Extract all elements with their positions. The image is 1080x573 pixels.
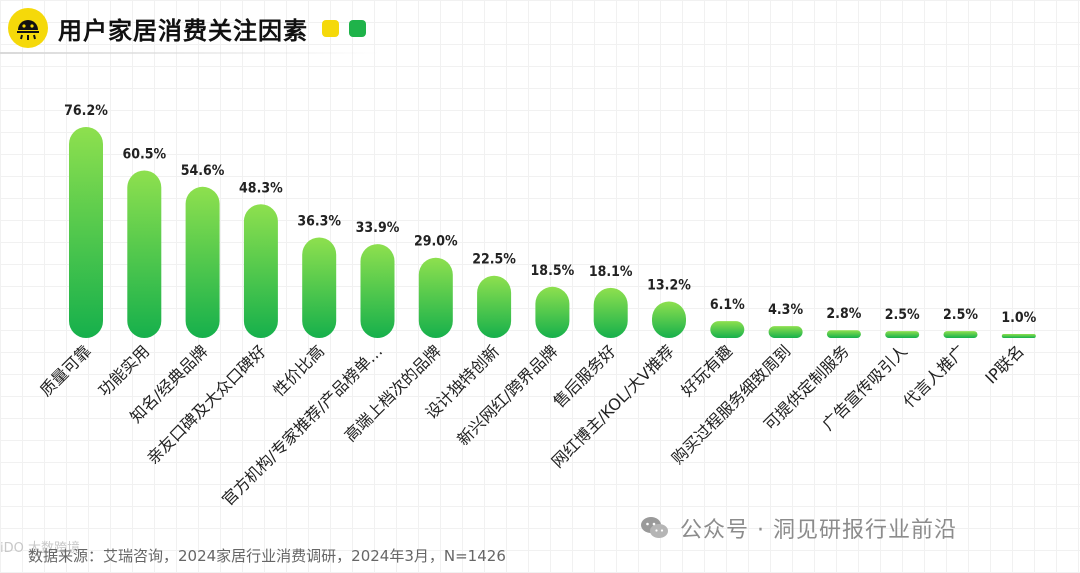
value-label-10: 18.1% <box>589 264 633 280</box>
value-label-8: 22.5% <box>472 252 516 268</box>
bar-6 <box>360 244 395 338</box>
bar-11 <box>652 301 686 338</box>
bar-10 <box>593 287 628 338</box>
value-label-9: 18.5% <box>531 263 575 279</box>
bar-16 <box>943 331 978 338</box>
value-label-1: 76.2% <box>64 103 108 119</box>
bar-8 <box>477 275 512 338</box>
bar-9 <box>535 286 570 338</box>
bar-14 <box>826 330 861 338</box>
value-label-7: 29.0% <box>414 234 458 250</box>
value-label-13: 4.3% <box>768 302 803 318</box>
bar-3 <box>185 186 220 338</box>
bar-12 <box>710 321 745 338</box>
wechat-icon <box>641 517 668 538</box>
watermark: 公众号 · 洞见研报行业前沿 <box>640 512 957 544</box>
value-label-5: 36.3% <box>297 213 341 229</box>
category-label-4: 亲友口碑及大众口碑好 <box>143 341 270 468</box>
bar-15 <box>885 331 920 338</box>
category-label-5: 性价比高 <box>269 341 328 400</box>
chart-header: 用户家居消费关注因素 <box>8 8 366 48</box>
watermark-text: 公众号 · 洞见研报行业前沿 <box>680 518 957 543</box>
category-label-2: 功能实用 <box>94 341 153 400</box>
data-source-note: 数据来源：艾瑞咨询，2024家居行业消费调研，2024年3月，N=1426 <box>28 547 506 565</box>
yellow-square-icon <box>322 19 339 37</box>
value-label-16: 2.5% <box>943 307 978 323</box>
bar-4 <box>243 204 278 338</box>
bar-5 <box>302 237 337 338</box>
bar-1 <box>69 127 103 338</box>
value-label-2: 60.5% <box>122 146 166 162</box>
value-label-15: 2.5% <box>885 307 920 323</box>
header-divider <box>0 52 380 54</box>
bar-17 <box>1001 334 1036 338</box>
bar-2 <box>127 170 162 338</box>
value-label-3: 54.6% <box>181 163 225 179</box>
category-label-1: 质量可靠 <box>36 341 95 400</box>
category-label-9: 新兴网红/跨界品牌 <box>453 341 561 449</box>
bar-7 <box>418 257 453 338</box>
page-title: 用户家居消费关注因素 <box>58 16 308 45</box>
green-square-icon <box>349 19 366 37</box>
corner-watermark: iDO 大数跨境 <box>0 541 80 556</box>
sun-face-icon <box>8 8 48 48</box>
value-label-17: 1.0% <box>1001 310 1036 326</box>
value-label-12: 6.1% <box>710 297 745 313</box>
value-label-4: 48.3% <box>239 180 283 196</box>
value-label-14: 2.8% <box>826 306 861 322</box>
category-label-12: 好玩有趣 <box>677 341 736 400</box>
value-label-6: 33.9% <box>356 220 400 236</box>
value-label-11: 13.2% <box>647 277 691 293</box>
category-label-17: IP联名 <box>981 341 1027 387</box>
category-label-16: 代言人推广 <box>899 341 969 411</box>
bar-13 <box>768 326 803 338</box>
